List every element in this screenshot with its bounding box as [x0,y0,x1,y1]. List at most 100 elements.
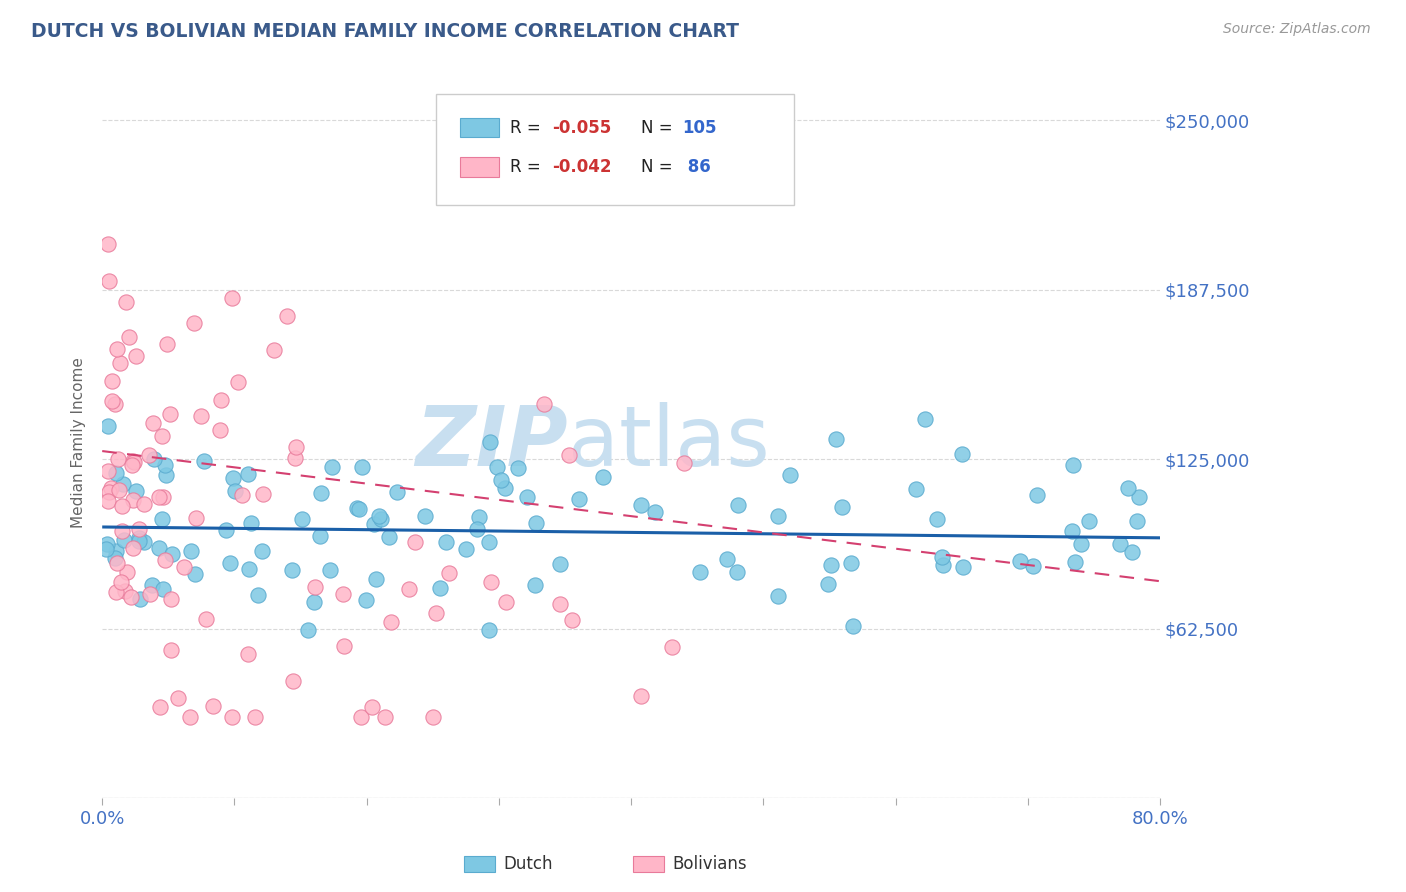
Point [238,647,260,661]
Point [134,497,156,511]
Point [454,542,477,557]
Text: DUTCH VS BOLIVIAN MEDIAN FAMILY INCOME CORRELATION CHART: DUTCH VS BOLIVIAN MEDIAN FAMILY INCOME C… [31,22,740,41]
Point [114,583,136,598]
Point [661,640,683,654]
Point [281,563,304,577]
Point [333,639,356,653]
Point [779,468,801,483]
Point [105,466,128,480]
Text: ZIP: ZIP [415,401,568,483]
Point [218,556,240,570]
Point [155,553,177,567]
Point [97,418,120,433]
Point [122,454,145,468]
Point [352,459,374,474]
Point [97,493,120,508]
Point [156,337,179,351]
Point [404,535,426,549]
Text: 105: 105 [682,119,717,136]
Point [252,487,274,501]
Point [121,458,143,473]
Point [364,572,387,586]
Point [201,698,224,713]
Point [495,595,517,609]
Point [932,558,955,573]
Point [422,710,444,724]
Point [1118,481,1140,495]
Point [115,565,138,579]
Point [231,488,253,502]
Point [321,459,343,474]
Point [246,588,269,602]
Point [644,505,666,519]
Point [97,464,120,478]
Text: N =: N = [641,158,678,176]
Point [478,434,501,449]
Point [240,516,263,530]
Point [768,589,790,603]
Point [465,522,488,536]
Text: Dutch: Dutch [503,855,553,873]
Point [224,484,246,499]
Point [839,556,862,570]
Point [489,473,512,487]
Point [112,533,135,547]
Point [437,566,460,580]
Point [1128,490,1150,504]
Point [209,392,232,407]
Point [193,454,215,468]
Point [160,642,183,657]
Point [370,511,392,525]
Point [1060,524,1083,538]
Point [148,491,170,505]
Point [281,674,304,689]
Point [107,451,129,466]
Point [494,481,516,495]
Point [1070,537,1092,551]
Point [238,562,260,576]
Point [125,349,148,363]
Point [142,416,165,430]
Point [104,544,127,558]
Text: atlas: atlas [568,401,769,483]
Point [110,356,132,370]
Point [309,485,332,500]
Point [1121,545,1143,559]
Text: R =: R = [510,119,547,136]
Point [425,606,447,620]
Point [150,512,173,526]
Point [727,499,749,513]
Point [149,700,172,714]
Point [841,619,863,633]
Point [672,456,695,470]
Point [114,294,136,309]
Point [332,587,354,601]
Point [363,516,385,531]
Point [284,440,307,454]
Point [250,543,273,558]
Point [479,575,502,590]
Point [368,509,391,524]
Point [222,471,245,485]
Point [209,424,232,438]
Point [478,623,501,637]
Point [561,613,583,627]
Point [558,448,581,462]
Point [950,447,973,461]
Point [952,560,974,574]
Point [184,566,207,581]
Point [152,490,174,504]
Point [533,397,555,411]
Point [297,623,319,637]
Point [162,547,184,561]
Point [179,710,201,724]
Point [380,615,402,630]
Point [385,484,408,499]
Point [125,484,148,499]
Point [104,551,127,566]
Point [516,491,538,505]
Point [568,492,591,507]
Point [413,509,436,524]
Point [183,316,205,330]
Point [374,710,396,724]
